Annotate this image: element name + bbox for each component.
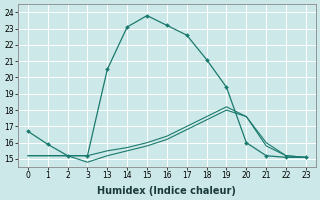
X-axis label: Humidex (Indice chaleur): Humidex (Indice chaleur) — [98, 186, 236, 196]
